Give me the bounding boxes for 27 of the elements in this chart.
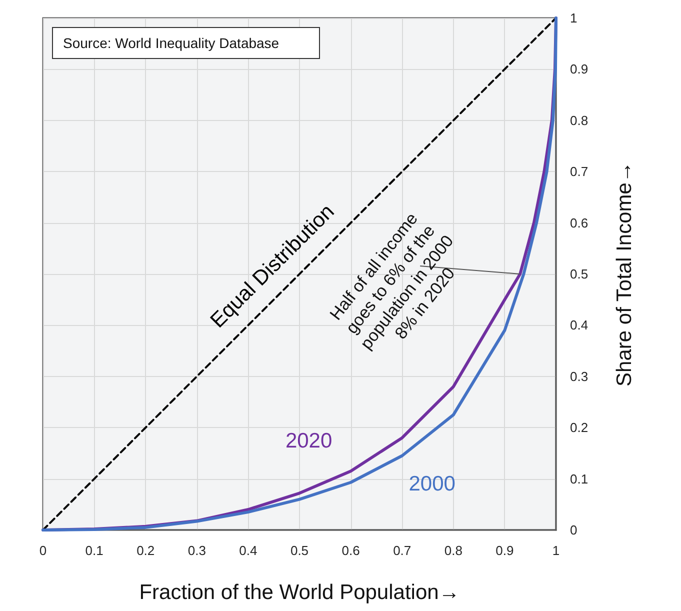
x-tick-label: 0 bbox=[39, 543, 47, 558]
y-tick-label: 0.4 bbox=[570, 318, 588, 333]
x-tick-label: 0.7 bbox=[393, 543, 412, 558]
x-tick-label: 0.2 bbox=[136, 543, 155, 558]
x-tick-label: 0.5 bbox=[290, 543, 309, 558]
y-tick-label: 0.3 bbox=[570, 368, 588, 384]
y-tick-label: 0.7 bbox=[570, 164, 588, 180]
x-tick-label: 0.9 bbox=[496, 543, 514, 558]
y-tick-label: 0.8 bbox=[570, 112, 588, 128]
x-tick-label: 0.3 bbox=[188, 543, 206, 558]
series-label: 2000 bbox=[408, 472, 456, 496]
y-tick-label: 1 bbox=[570, 10, 578, 26]
x-tick-label: 0.4 bbox=[239, 543, 258, 558]
x-tick-label: 0.8 bbox=[444, 543, 462, 558]
y-tick-label: 0 bbox=[570, 522, 578, 538]
x-tick-label: 0.6 bbox=[342, 543, 360, 558]
x-tick-label: 1 bbox=[552, 543, 560, 558]
y-tick-label: 0.5 bbox=[570, 266, 588, 282]
x-axis-title: Fraction of the World Population→ bbox=[139, 581, 460, 604]
x-tick-label: 0.1 bbox=[85, 543, 104, 558]
y-tick-label: 0.2 bbox=[570, 420, 588, 436]
text-frame: Source: World Inequality Database bbox=[52, 27, 320, 59]
y-tick-label: 0.6 bbox=[570, 215, 588, 230]
y-tick-label: 0.9 bbox=[570, 62, 588, 77]
y-tick-label: 0.1 bbox=[570, 471, 588, 486]
y-axis-title: Share of Total Income→ bbox=[613, 162, 636, 386]
series-label: 2020 bbox=[285, 430, 332, 453]
